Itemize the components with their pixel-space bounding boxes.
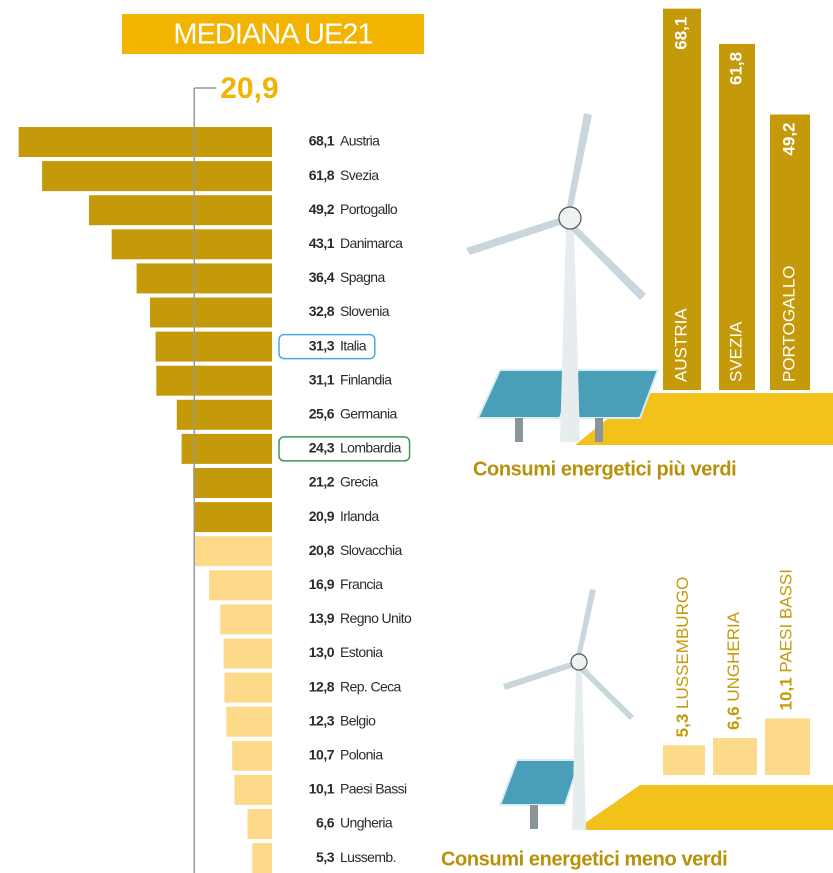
category-label: Estonia xyxy=(340,644,383,660)
bar xyxy=(663,8,701,390)
bar xyxy=(181,433,272,464)
bar xyxy=(663,745,705,775)
value-label: 61,8 xyxy=(726,52,745,85)
bar xyxy=(193,468,272,498)
value-label: 12,3 xyxy=(309,712,335,728)
category-label: AUSTRIA xyxy=(671,308,690,382)
category-label: Regno Unito xyxy=(340,610,412,626)
value-label: 21,2 xyxy=(309,474,335,490)
category-label: Polonia xyxy=(340,747,383,763)
value-label: 10,7 xyxy=(309,747,335,763)
category-label: Germania xyxy=(340,406,397,422)
bar xyxy=(770,114,810,390)
bar xyxy=(194,502,272,533)
category-label: PAESI BASSI xyxy=(777,569,796,677)
value-label: 20,9 xyxy=(309,508,335,524)
bar-label: 6,6 UNGHERIA xyxy=(724,611,743,730)
category-label: Finlandia xyxy=(340,371,392,387)
bar xyxy=(136,263,272,294)
value-label: 5,3 xyxy=(316,849,335,865)
category-label: Francia xyxy=(340,576,383,592)
category-label: Austria xyxy=(340,133,380,149)
bar xyxy=(155,331,272,362)
bar xyxy=(247,809,272,839)
bar xyxy=(224,672,272,703)
bar xyxy=(176,399,272,430)
category-label: SVEZIA xyxy=(726,321,745,382)
bar xyxy=(42,161,272,192)
bar xyxy=(220,604,272,635)
value-label: 43,1 xyxy=(309,235,335,251)
bar-label: 5,3 LUSSEMBURGO xyxy=(673,577,692,738)
category-label: PORTOGALLO xyxy=(779,265,798,382)
bar xyxy=(232,740,272,771)
bar xyxy=(765,718,810,775)
value-label: 12,8 xyxy=(309,678,335,694)
value-label: 31,1 xyxy=(309,371,335,387)
bar xyxy=(209,570,272,601)
bar xyxy=(111,229,272,260)
category-label: UNGHERIA xyxy=(724,611,743,706)
value-label: 5,3 xyxy=(673,714,692,738)
value-label: 10,1 xyxy=(309,781,335,797)
chart-title: MEDIANA UE21 xyxy=(173,19,372,51)
panel-caption: Consumi energetici più verdi xyxy=(473,458,736,480)
highlight-box xyxy=(278,436,411,462)
category-label: Lombardia xyxy=(340,440,402,456)
bar xyxy=(223,638,272,669)
panel-caption: Consumi energetici meno verdi xyxy=(441,848,727,870)
title-box xyxy=(122,14,424,54)
value-label: 13,9 xyxy=(309,610,335,626)
bar xyxy=(18,127,272,157)
bar xyxy=(88,195,272,226)
bar xyxy=(234,774,272,805)
bar xyxy=(156,365,272,396)
category-label: Grecia xyxy=(340,474,378,490)
category-label: Lussemb. xyxy=(340,849,396,865)
category-label: Slovacchia xyxy=(340,542,403,558)
value-label: 36,4 xyxy=(309,269,335,285)
bar xyxy=(194,536,272,567)
bar xyxy=(226,706,272,737)
category-label: Belgio xyxy=(340,712,376,728)
bar xyxy=(719,43,755,391)
decoration-bottom xyxy=(498,589,833,830)
value-label: 61,8 xyxy=(309,167,335,183)
value-label: 6,6 xyxy=(316,815,335,831)
category-label: Svezia xyxy=(340,167,379,183)
bar xyxy=(149,297,272,328)
category-label: Spagna xyxy=(340,269,385,285)
value-label: 49,2 xyxy=(309,201,335,217)
category-label: Ungheria xyxy=(340,815,393,831)
category-label: Danimarca xyxy=(340,235,403,251)
category-label: Irlanda xyxy=(340,508,379,524)
value-label: 13,0 xyxy=(309,644,335,660)
value-label: 32,8 xyxy=(309,303,335,319)
value-label: 6,6 xyxy=(724,706,743,730)
category-label: Paesi Bassi xyxy=(340,781,407,797)
value-label: 25,6 xyxy=(309,406,335,422)
bar xyxy=(252,843,272,873)
value-label: 20,8 xyxy=(309,542,335,558)
value-label: 16,9 xyxy=(309,576,335,592)
median-label: 20,9 xyxy=(220,72,278,105)
category-label: LUSSEMBURGO xyxy=(673,577,692,714)
value-label: 24,3 xyxy=(309,440,335,456)
category-label: Portogallo xyxy=(340,201,398,217)
value-label: 68,1 xyxy=(671,17,690,50)
value-label: 68,1 xyxy=(309,133,335,149)
highlight-box xyxy=(278,333,376,360)
value-label: 10,1 xyxy=(777,677,796,710)
bar xyxy=(713,738,757,775)
bar-label: 10,1 PAESI BASSI xyxy=(777,569,796,710)
category-label: Rep. Ceca xyxy=(340,678,402,694)
category-label: Italia xyxy=(340,337,367,353)
value-label: 49,2 xyxy=(779,122,798,155)
decoration-top xyxy=(466,113,833,445)
value-label: 31,3 xyxy=(309,337,335,353)
category-label: Slovenia xyxy=(340,303,390,319)
